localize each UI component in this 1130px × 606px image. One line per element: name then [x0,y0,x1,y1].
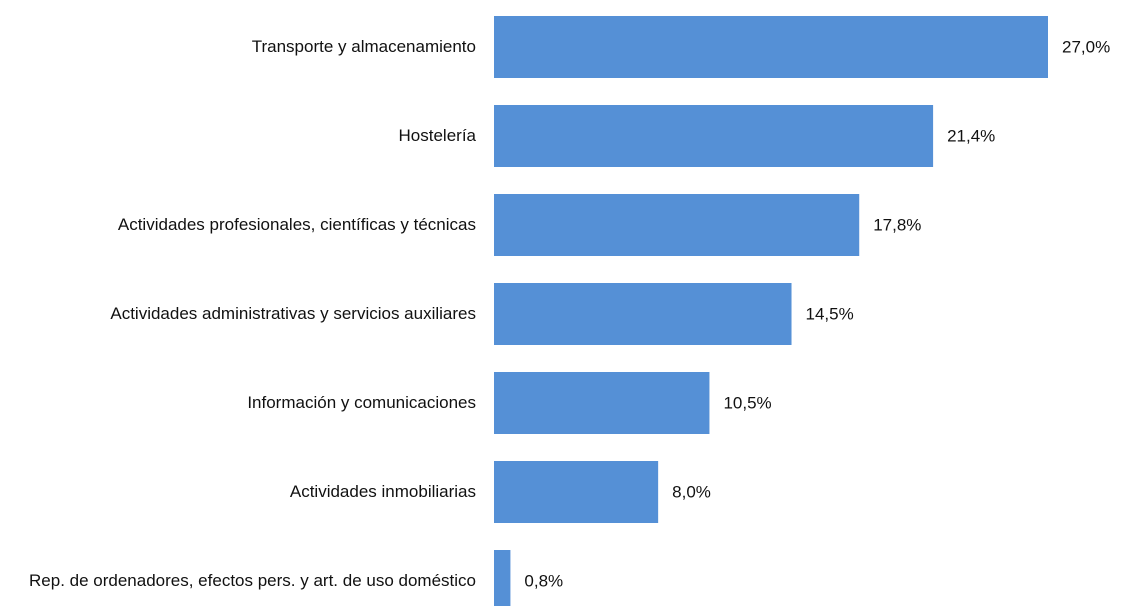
bar [494,550,511,606]
category-label: Rep. de ordenadores, efectos pers. y art… [29,571,476,590]
bar [494,461,659,523]
bar [494,16,1048,78]
category-label: Hostelería [398,126,476,145]
value-label: 10,5% [723,393,771,412]
bar [494,194,860,256]
value-label: 27,0% [1062,37,1110,56]
bar [494,283,792,345]
category-box: Hostelería [0,96,476,176]
category-box: Información y comunicaciones [0,363,476,443]
value-label: 17,8% [873,215,921,234]
category-box: Transporte y almacenamiento [0,7,476,87]
category-box: Actividades administrativas y servicios … [0,274,476,354]
bar [494,372,710,434]
category-label: Actividades profesionales, científicas y… [117,215,476,234]
value-label: 14,5% [806,304,854,323]
category-box: Actividades profesionales, científicas y… [0,185,476,265]
category-label: Actividades inmobiliarias [289,482,476,501]
category-box: Actividades inmobiliarias [0,452,476,532]
value-label: 0,8% [524,571,563,590]
category-label: Información y comunicaciones [247,393,476,412]
category-label: Actividades administrativas y servicios … [110,304,476,323]
category-label: Transporte y almacenamiento [251,37,476,56]
bar [494,105,934,167]
value-label: 8,0% [672,482,711,501]
category-box: Rep. de ordenadores, efectos pers. y art… [0,541,476,606]
value-label: 21,4% [947,126,995,145]
